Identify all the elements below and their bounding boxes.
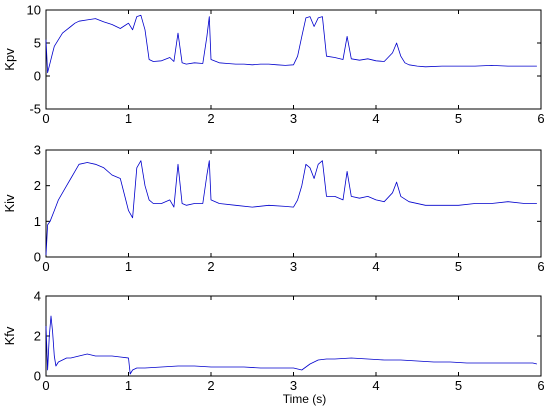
- y-tick-label: 0: [34, 369, 41, 384]
- series-line-kpv: [45, 14, 537, 74]
- plot-frame-1: [45, 9, 542, 110]
- x-tick-label: 0: [42, 111, 49, 126]
- plot-frame-3: [45, 295, 542, 377]
- y-tick-label: 3: [34, 143, 41, 158]
- y-axis-label: Kpv: [2, 48, 17, 71]
- x-tick-label: 6: [537, 259, 544, 274]
- y-tick-label: -5: [29, 102, 41, 117]
- x-tick-label: 1: [125, 111, 132, 126]
- y-tick-label: 10: [27, 3, 41, 18]
- x-tick-label: 4: [372, 111, 379, 126]
- x-tick-label: 5: [455, 111, 462, 126]
- y-tick-label: 0: [34, 250, 41, 265]
- x-tick-label: 0: [42, 259, 49, 274]
- x-tick-label: 5: [455, 378, 462, 393]
- x-tick-label: 6: [537, 111, 544, 126]
- x-tick-label: 4: [372, 378, 379, 393]
- x-tick-label: 1: [125, 378, 132, 393]
- y-tick-label: 1: [34, 214, 41, 229]
- y-tick-label: 2: [34, 178, 41, 193]
- x-tick-label: 5: [455, 259, 462, 274]
- y-axis-label: Kiv: [2, 194, 17, 213]
- y-tick-label: 4: [34, 289, 41, 304]
- x-tick-label: 2: [207, 259, 214, 274]
- series-line-kiv: [45, 160, 537, 256]
- x-tick-label: 2: [207, 378, 214, 393]
- x-axis-label: Time (s): [283, 392, 327, 406]
- x-tick-label: 1: [125, 259, 132, 274]
- y-axis-label: Kfv: [2, 326, 17, 345]
- x-tick-label: 4: [372, 259, 379, 274]
- plot-frame-2: [45, 149, 542, 258]
- x-tick-label: 2: [207, 111, 214, 126]
- x-tick-label: 3: [290, 378, 297, 393]
- x-tick-label: 6: [537, 378, 544, 393]
- y-tick-label: 2: [34, 329, 41, 344]
- y-tick-label: 0: [34, 69, 41, 84]
- x-tick-label: 0: [42, 378, 49, 393]
- x-tick-label: 3: [290, 259, 297, 274]
- series-line-kfv: [45, 315, 537, 375]
- x-tick-label: 3: [290, 111, 297, 126]
- y-tick-label: 5: [34, 36, 41, 51]
